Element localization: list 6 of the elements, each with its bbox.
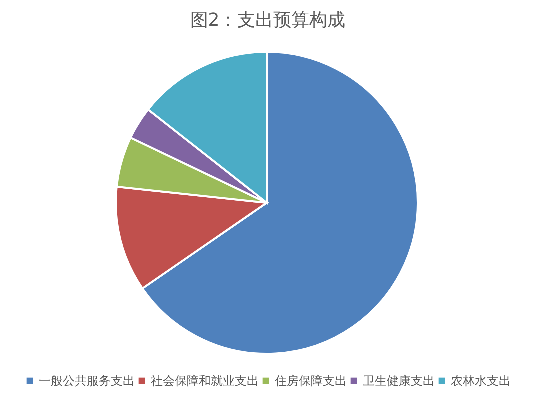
legend-label: 一般公共服务支出 — [39, 374, 135, 388]
legend-label: 农林水支出 — [451, 374, 511, 388]
legend-label: 住房保障支出 — [274, 374, 347, 388]
legend-label: 社会保障和就业支出 — [151, 374, 259, 388]
legend-label: 卫生健康支出 — [363, 374, 435, 388]
chart-title: 图2：支出预算构成 — [190, 10, 346, 31]
